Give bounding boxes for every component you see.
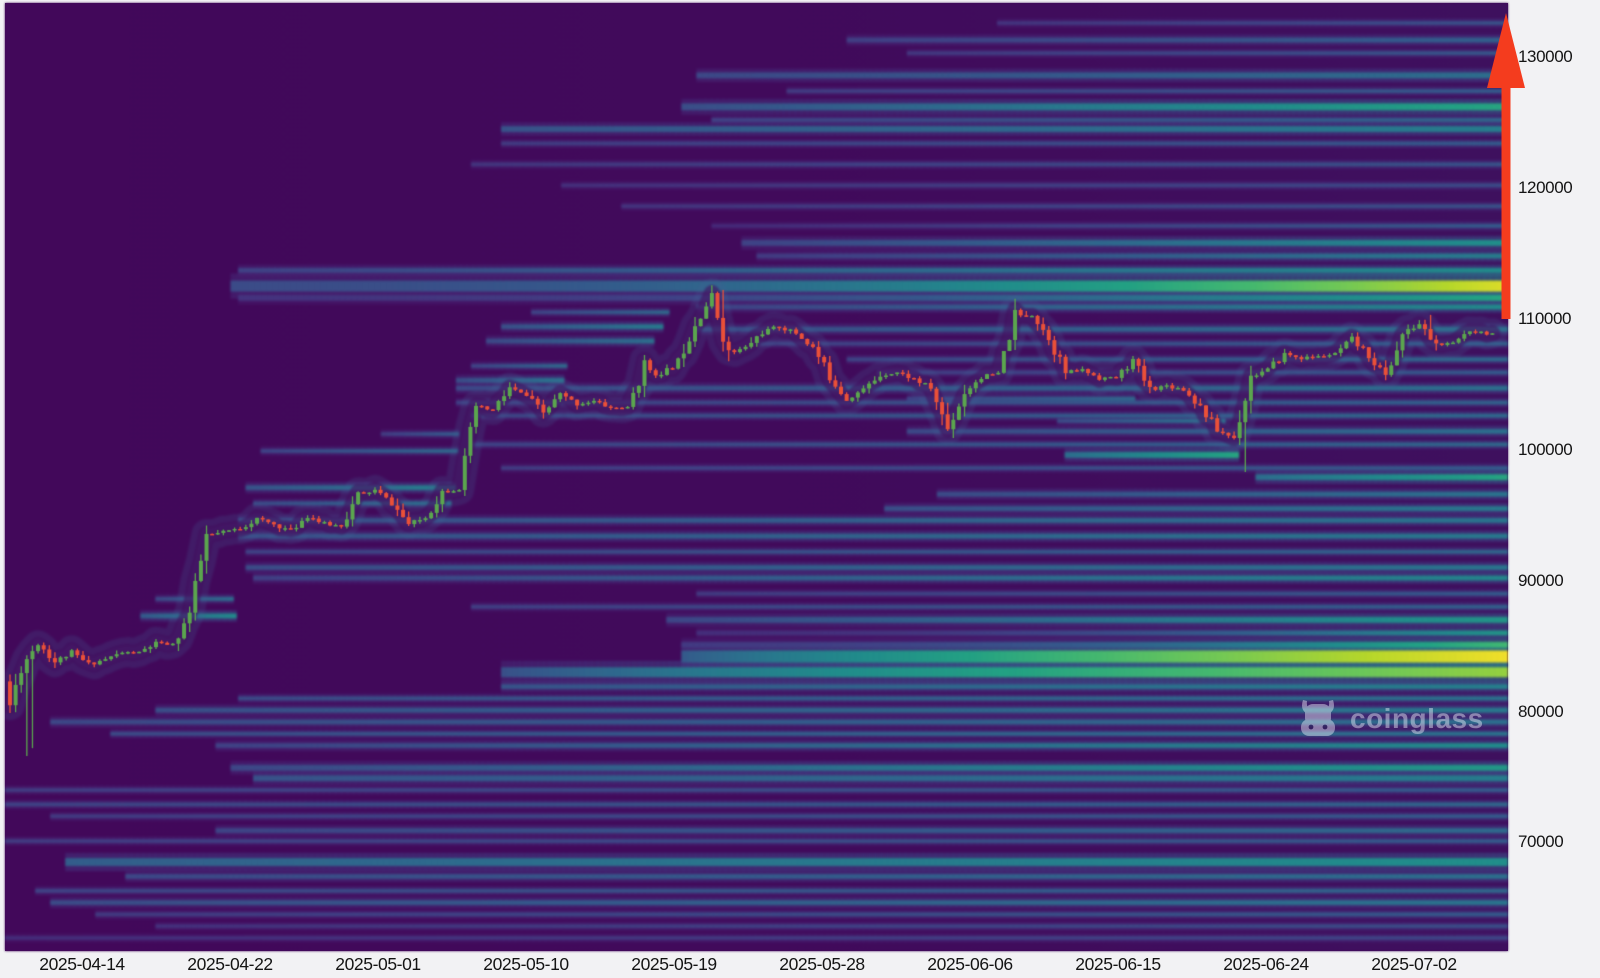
candlestick-overlay-canvas xyxy=(5,3,1508,951)
x-axis-tick-label: 2025-04-22 xyxy=(187,954,273,974)
y-axis-tick-label: 130000 xyxy=(1518,47,1573,66)
x-axis-tick-label: 2025-06-15 xyxy=(1075,954,1161,974)
y-axis-tick-label: 100000 xyxy=(1518,439,1573,459)
x-axis-tick-label: 2025-06-24 xyxy=(1223,954,1309,974)
x-axis-tick-label: 2025-06-06 xyxy=(927,954,1013,974)
y-axis-tick-label: 70000 xyxy=(1518,832,1564,852)
y-axis-tick-label: 80000 xyxy=(1518,701,1564,721)
x-axis-tick-label: 2025-05-10 xyxy=(483,954,569,974)
x-axis-tick-label: 2025-04-14 xyxy=(39,954,125,974)
x-axis-tick-label: 2025-05-19 xyxy=(631,954,717,974)
heatmap-plot-area[interactable] xyxy=(5,3,1508,951)
x-axis-tick-label: 2025-05-01 xyxy=(335,954,421,974)
y-axis-tick-label: 120000 xyxy=(1518,177,1573,197)
x-axis-tick-label: 2025-05-28 xyxy=(779,954,865,974)
y-axis-tick-label: 90000 xyxy=(1518,570,1564,590)
y-axis-tick-label: 110000 xyxy=(1518,308,1572,328)
x-axis-tick-label: 2025-07-02 xyxy=(1371,954,1457,974)
